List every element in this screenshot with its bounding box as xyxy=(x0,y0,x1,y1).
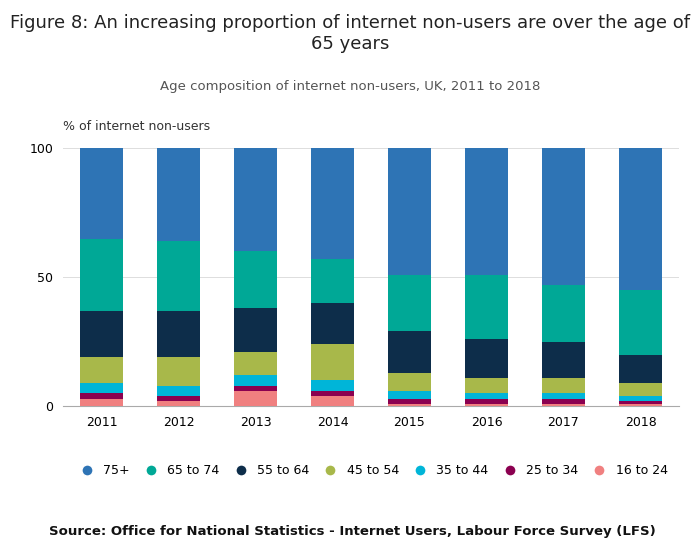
Text: Source: Office for National Statistics - Internet Users, Labour Force Survey (LF: Source: Office for National Statistics -… xyxy=(49,525,656,538)
Bar xyxy=(620,396,662,401)
Bar xyxy=(389,373,430,391)
Bar xyxy=(158,357,199,385)
Bar xyxy=(158,241,199,311)
Text: % of internet non-users: % of internet non-users xyxy=(63,120,210,133)
Bar xyxy=(158,396,199,401)
Bar xyxy=(466,148,507,274)
Bar xyxy=(158,148,199,241)
Bar xyxy=(312,303,354,344)
Bar xyxy=(466,404,507,406)
Bar xyxy=(389,332,430,373)
Bar xyxy=(620,404,662,406)
Bar xyxy=(620,355,662,383)
Bar xyxy=(542,399,584,404)
Bar xyxy=(234,352,276,376)
Bar xyxy=(542,378,584,393)
Bar xyxy=(158,311,199,357)
Bar xyxy=(466,399,507,404)
Bar xyxy=(80,311,122,357)
Bar xyxy=(312,396,354,406)
Bar xyxy=(389,391,430,399)
Bar xyxy=(466,378,507,393)
Bar xyxy=(542,285,584,341)
Bar xyxy=(389,148,430,274)
Bar xyxy=(466,339,507,378)
Bar xyxy=(80,383,122,393)
Bar xyxy=(312,380,354,391)
Bar xyxy=(312,391,354,396)
Bar xyxy=(542,341,584,378)
Legend: 75+, 65 to 74, 55 to 64, 45 to 54, 35 to 44, 25 to 34, 16 to 24: 75+, 65 to 74, 55 to 64, 45 to 54, 35 to… xyxy=(69,459,673,482)
Bar xyxy=(80,238,122,311)
Bar xyxy=(620,290,662,355)
Bar xyxy=(542,148,584,285)
Bar xyxy=(466,274,507,339)
Bar xyxy=(389,399,430,404)
Bar xyxy=(542,404,584,406)
Bar xyxy=(80,399,122,406)
Bar xyxy=(80,148,122,238)
Bar xyxy=(158,385,199,396)
Bar xyxy=(234,308,276,352)
Bar xyxy=(158,401,199,406)
Bar xyxy=(389,404,430,406)
Bar xyxy=(312,148,354,259)
Bar xyxy=(389,274,430,332)
Bar xyxy=(620,148,662,290)
Text: Age composition of internet non-users, UK, 2011 to 2018: Age composition of internet non-users, U… xyxy=(160,80,540,93)
Bar xyxy=(234,251,276,308)
Bar xyxy=(620,401,662,404)
Bar xyxy=(542,393,584,399)
Bar xyxy=(80,393,122,399)
Bar xyxy=(312,344,354,380)
Bar xyxy=(620,383,662,396)
Bar xyxy=(234,385,276,391)
Bar xyxy=(80,357,122,383)
Bar xyxy=(234,391,276,406)
Text: Figure 8: An increasing proportion of internet non-users are over the age of
65 : Figure 8: An increasing proportion of in… xyxy=(10,14,690,53)
Bar xyxy=(234,148,276,251)
Bar xyxy=(312,259,354,303)
Bar xyxy=(234,376,276,385)
Bar xyxy=(466,393,507,399)
